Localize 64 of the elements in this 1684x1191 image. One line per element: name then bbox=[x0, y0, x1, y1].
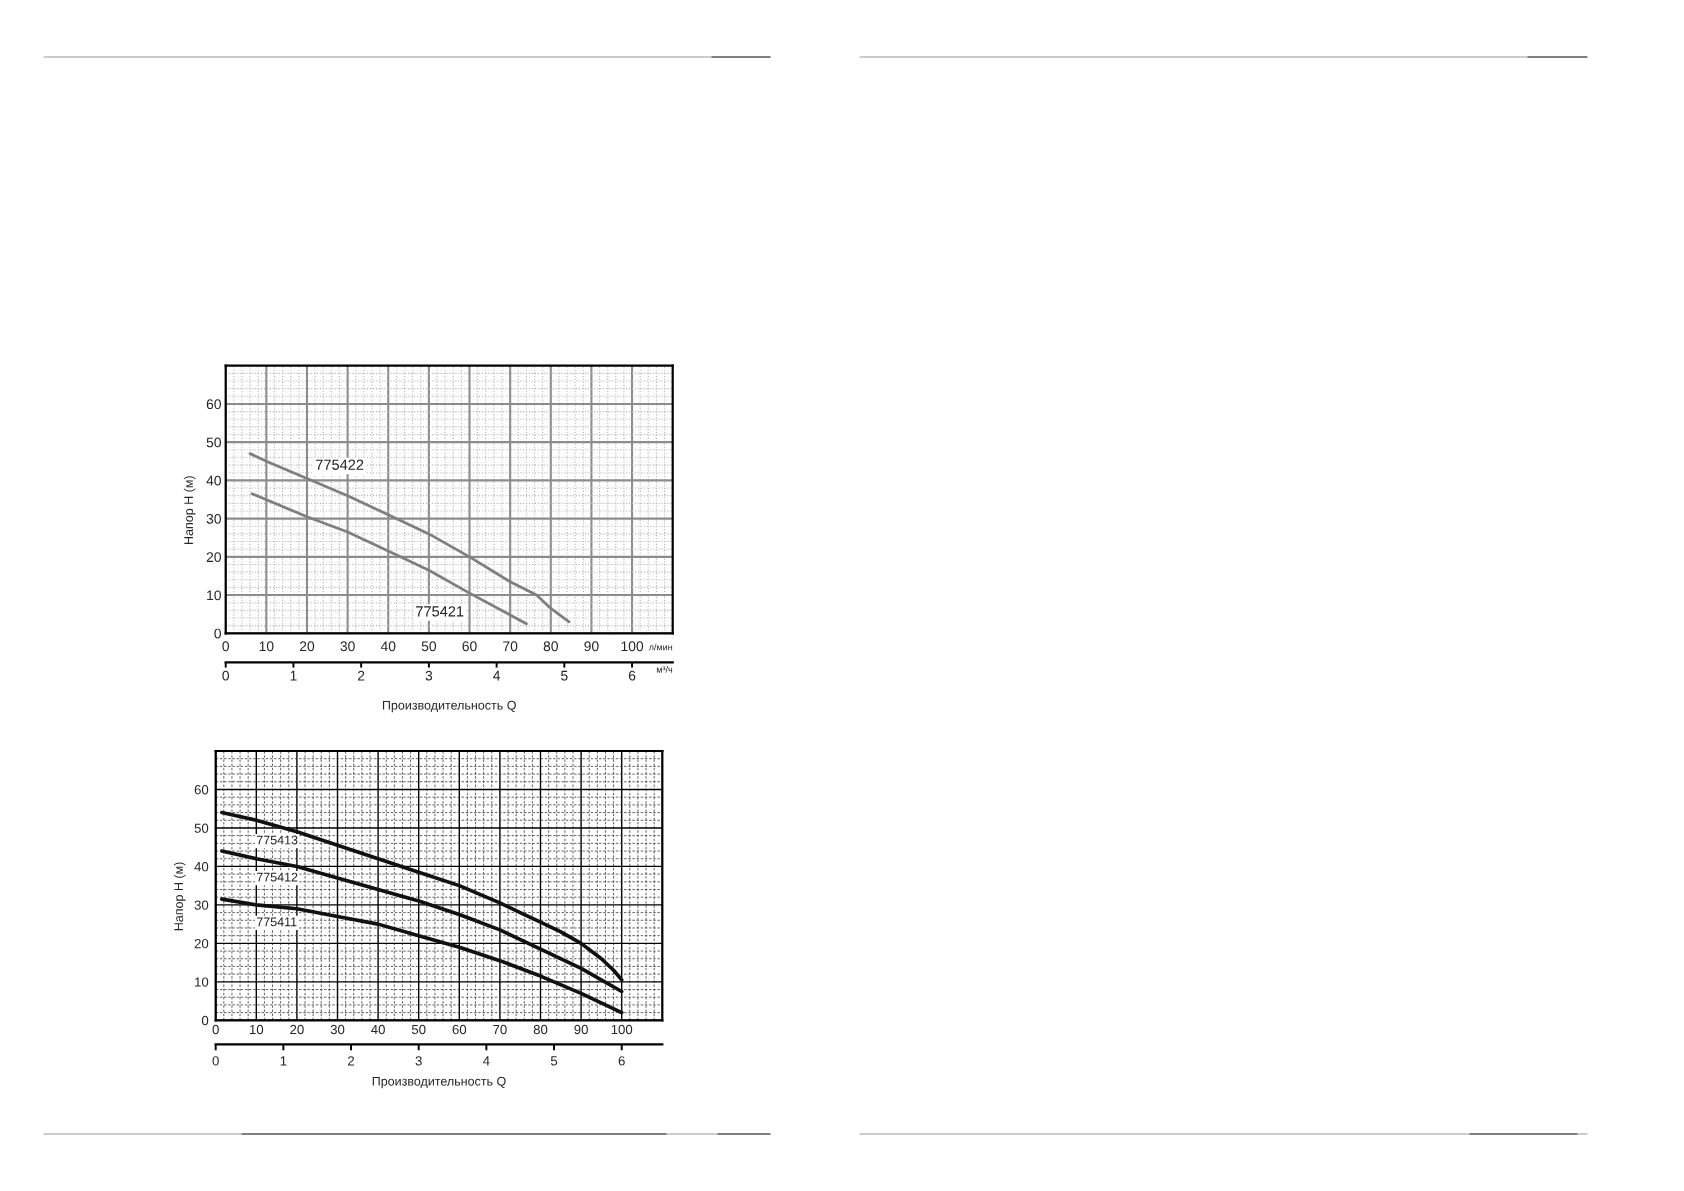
y-axis-title: Напор H (м) bbox=[173, 862, 186, 931]
text: Производительность Q bbox=[382, 700, 516, 713]
x2-tick-label: 4 bbox=[493, 670, 501, 681]
y-tick-label: 60 bbox=[206, 399, 221, 410]
y-tick-label: 10 bbox=[195, 977, 209, 987]
y-tick-label: 50 bbox=[206, 437, 221, 448]
x-tick-label: 10 bbox=[249, 1024, 264, 1035]
line-series bbox=[250, 492, 528, 626]
y-tick-label: 60 bbox=[194, 785, 209, 795]
series-label: 775422 bbox=[316, 459, 364, 470]
y-tick-label: 0 bbox=[214, 628, 221, 639]
x2-tick-label: 4 bbox=[483, 1056, 490, 1066]
x-tick-label: 100 bbox=[621, 641, 644, 652]
y-tick-label: 30 bbox=[206, 513, 221, 524]
x-tick-label: 20 bbox=[290, 1024, 304, 1035]
y-axis-title: Напор H (м) bbox=[183, 476, 196, 544]
x2-tick-label: 1 bbox=[290, 670, 297, 681]
x2-tick-label: 3 bbox=[415, 1056, 422, 1066]
x-tick-label: 30 bbox=[330, 1024, 345, 1035]
line-series bbox=[219, 897, 624, 1015]
series-label: 775413 bbox=[256, 835, 298, 845]
x-tick-label: 80 bbox=[543, 641, 558, 652]
x2-tick-label: 1 bbox=[280, 1056, 287, 1066]
x2-tick-label: 3 bbox=[425, 670, 433, 681]
y-tick-label: 40 bbox=[194, 861, 209, 872]
x-tick-label: 90 bbox=[574, 1024, 588, 1035]
series-label: 775421 bbox=[416, 606, 464, 617]
y-tick-label: 0 bbox=[201, 1015, 209, 1026]
x2-tick-label: 6 bbox=[618, 1056, 625, 1066]
x2-tick-label: 0 bbox=[222, 670, 230, 681]
x-tick-label: 40 bbox=[371, 1024, 385, 1035]
line-series bbox=[219, 849, 624, 994]
y-tick-label: 30 bbox=[194, 900, 209, 910]
series-label: 775412 bbox=[256, 872, 298, 882]
x-tick-label: 20 bbox=[299, 641, 315, 652]
x-tick-label: 70 bbox=[503, 641, 518, 652]
series-label: 775411 bbox=[256, 917, 297, 927]
x-tick-label: 50 bbox=[411, 1024, 426, 1035]
x2-tick-label: 5 bbox=[561, 670, 568, 681]
x-tick-label: 90 bbox=[584, 641, 599, 652]
x2-tick-label: 2 bbox=[348, 1056, 355, 1066]
y-tick-label: 20 bbox=[206, 552, 221, 563]
x-tick-label: 70 bbox=[493, 1024, 507, 1035]
x-tick-label: 0 bbox=[222, 641, 230, 652]
x2-axis-title: м³/ч bbox=[656, 666, 673, 673]
y-tick-label: 10 bbox=[207, 590, 221, 601]
x-tick-label: 60 bbox=[462, 641, 477, 652]
line-series bbox=[248, 452, 571, 624]
line-series bbox=[219, 810, 624, 982]
x-tick-label: 40 bbox=[380, 641, 396, 652]
x-tick-label: 10 bbox=[259, 641, 274, 652]
y-tick-label: 40 bbox=[206, 475, 221, 486]
text: Производительность Q bbox=[372, 1076, 506, 1089]
x2-tick-label: 2 bbox=[357, 670, 365, 681]
x2-tick-label: 5 bbox=[550, 1056, 558, 1066]
x-tick-label: 60 bbox=[452, 1024, 467, 1035]
x-axis-title: л/мин bbox=[648, 643, 673, 651]
x2-tick-label: 6 bbox=[628, 670, 636, 681]
y-tick-label: 20 bbox=[194, 938, 209, 949]
x-tick-label: 100 bbox=[611, 1024, 633, 1035]
x-tick-label: 30 bbox=[340, 641, 355, 652]
x-tick-label: 50 bbox=[421, 641, 437, 652]
y-tick-label: 50 bbox=[194, 823, 209, 833]
x-tick-label: 80 bbox=[533, 1024, 548, 1035]
